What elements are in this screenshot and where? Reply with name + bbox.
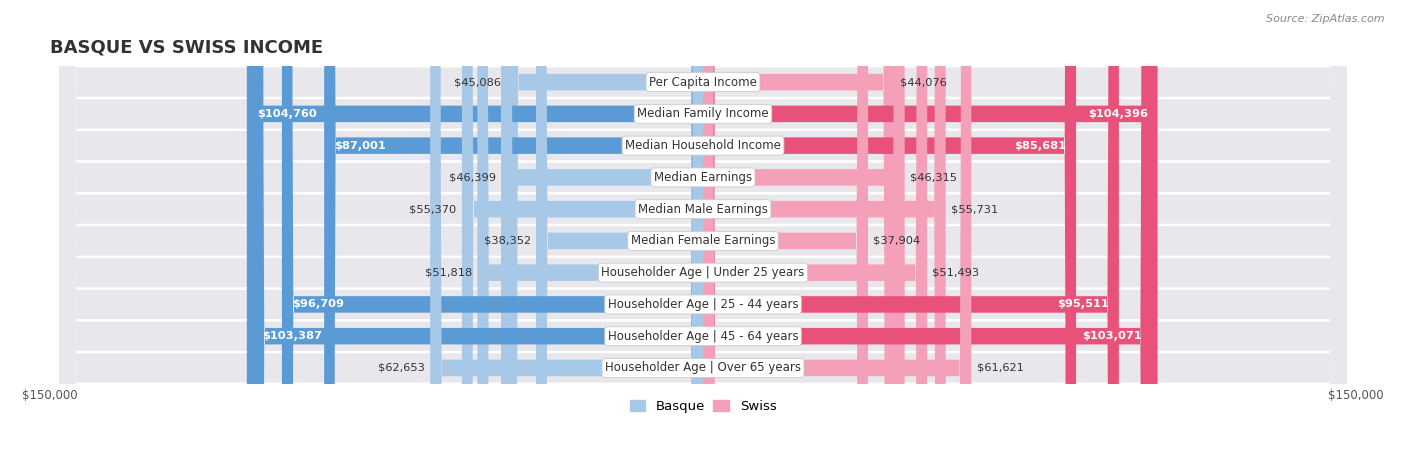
FancyBboxPatch shape: [703, 0, 1157, 467]
Text: Source: ZipAtlas.com: Source: ZipAtlas.com: [1267, 14, 1385, 24]
Text: $85,681: $85,681: [1014, 141, 1066, 151]
Text: $103,071: $103,071: [1083, 331, 1142, 341]
Text: Householder Age | Under 25 years: Householder Age | Under 25 years: [602, 266, 804, 279]
Text: Householder Age | Over 65 years: Householder Age | Over 65 years: [605, 361, 801, 375]
Text: BASQUE VS SWISS INCOME: BASQUE VS SWISS INCOME: [49, 38, 323, 57]
FancyBboxPatch shape: [478, 0, 703, 467]
FancyBboxPatch shape: [703, 0, 896, 467]
FancyBboxPatch shape: [703, 0, 1119, 467]
FancyBboxPatch shape: [703, 0, 1152, 467]
Text: $55,370: $55,370: [409, 204, 457, 214]
FancyBboxPatch shape: [501, 0, 703, 467]
FancyBboxPatch shape: [59, 0, 1347, 467]
Text: $38,352: $38,352: [484, 236, 531, 246]
FancyBboxPatch shape: [703, 0, 868, 467]
Text: $51,493: $51,493: [932, 268, 980, 278]
Text: Householder Age | 45 - 64 years: Householder Age | 45 - 64 years: [607, 330, 799, 343]
Text: Householder Age | 25 - 44 years: Householder Age | 25 - 44 years: [607, 298, 799, 311]
FancyBboxPatch shape: [703, 0, 904, 467]
FancyBboxPatch shape: [59, 0, 1347, 467]
Legend: Basque, Swiss: Basque, Swiss: [624, 395, 782, 418]
FancyBboxPatch shape: [430, 0, 703, 467]
FancyBboxPatch shape: [703, 0, 946, 467]
FancyBboxPatch shape: [281, 0, 703, 467]
FancyBboxPatch shape: [59, 0, 1347, 467]
FancyBboxPatch shape: [247, 0, 703, 467]
Text: Median Household Income: Median Household Income: [626, 139, 780, 152]
Text: Median Earnings: Median Earnings: [654, 171, 752, 184]
Text: $87,001: $87,001: [335, 141, 385, 151]
Text: Median Family Income: Median Family Income: [637, 107, 769, 120]
FancyBboxPatch shape: [59, 0, 1347, 467]
FancyBboxPatch shape: [59, 0, 1347, 467]
FancyBboxPatch shape: [506, 0, 703, 467]
Text: $95,511: $95,511: [1057, 299, 1109, 310]
Text: Median Male Earnings: Median Male Earnings: [638, 203, 768, 216]
FancyBboxPatch shape: [59, 0, 1347, 467]
Text: $46,315: $46,315: [910, 172, 957, 183]
FancyBboxPatch shape: [59, 0, 1347, 467]
Text: $44,076: $44,076: [900, 77, 948, 87]
FancyBboxPatch shape: [536, 0, 703, 467]
Text: $104,396: $104,396: [1088, 109, 1147, 119]
Text: $96,709: $96,709: [291, 299, 343, 310]
Text: $51,818: $51,818: [425, 268, 472, 278]
Text: $45,086: $45,086: [454, 77, 502, 87]
Text: $61,621: $61,621: [977, 363, 1024, 373]
FancyBboxPatch shape: [463, 0, 703, 467]
Text: $46,399: $46,399: [449, 172, 496, 183]
Text: $37,904: $37,904: [873, 236, 921, 246]
FancyBboxPatch shape: [325, 0, 703, 467]
FancyBboxPatch shape: [59, 0, 1347, 467]
FancyBboxPatch shape: [703, 0, 972, 467]
FancyBboxPatch shape: [59, 0, 1347, 467]
FancyBboxPatch shape: [59, 0, 1347, 467]
FancyBboxPatch shape: [703, 0, 927, 467]
Text: Per Capita Income: Per Capita Income: [650, 76, 756, 89]
Text: $103,387: $103,387: [263, 331, 322, 341]
Text: $55,731: $55,731: [950, 204, 998, 214]
FancyBboxPatch shape: [703, 0, 1076, 467]
Text: $104,760: $104,760: [257, 109, 316, 119]
Text: Median Female Earnings: Median Female Earnings: [631, 234, 775, 248]
Text: $62,653: $62,653: [378, 363, 425, 373]
FancyBboxPatch shape: [253, 0, 703, 467]
